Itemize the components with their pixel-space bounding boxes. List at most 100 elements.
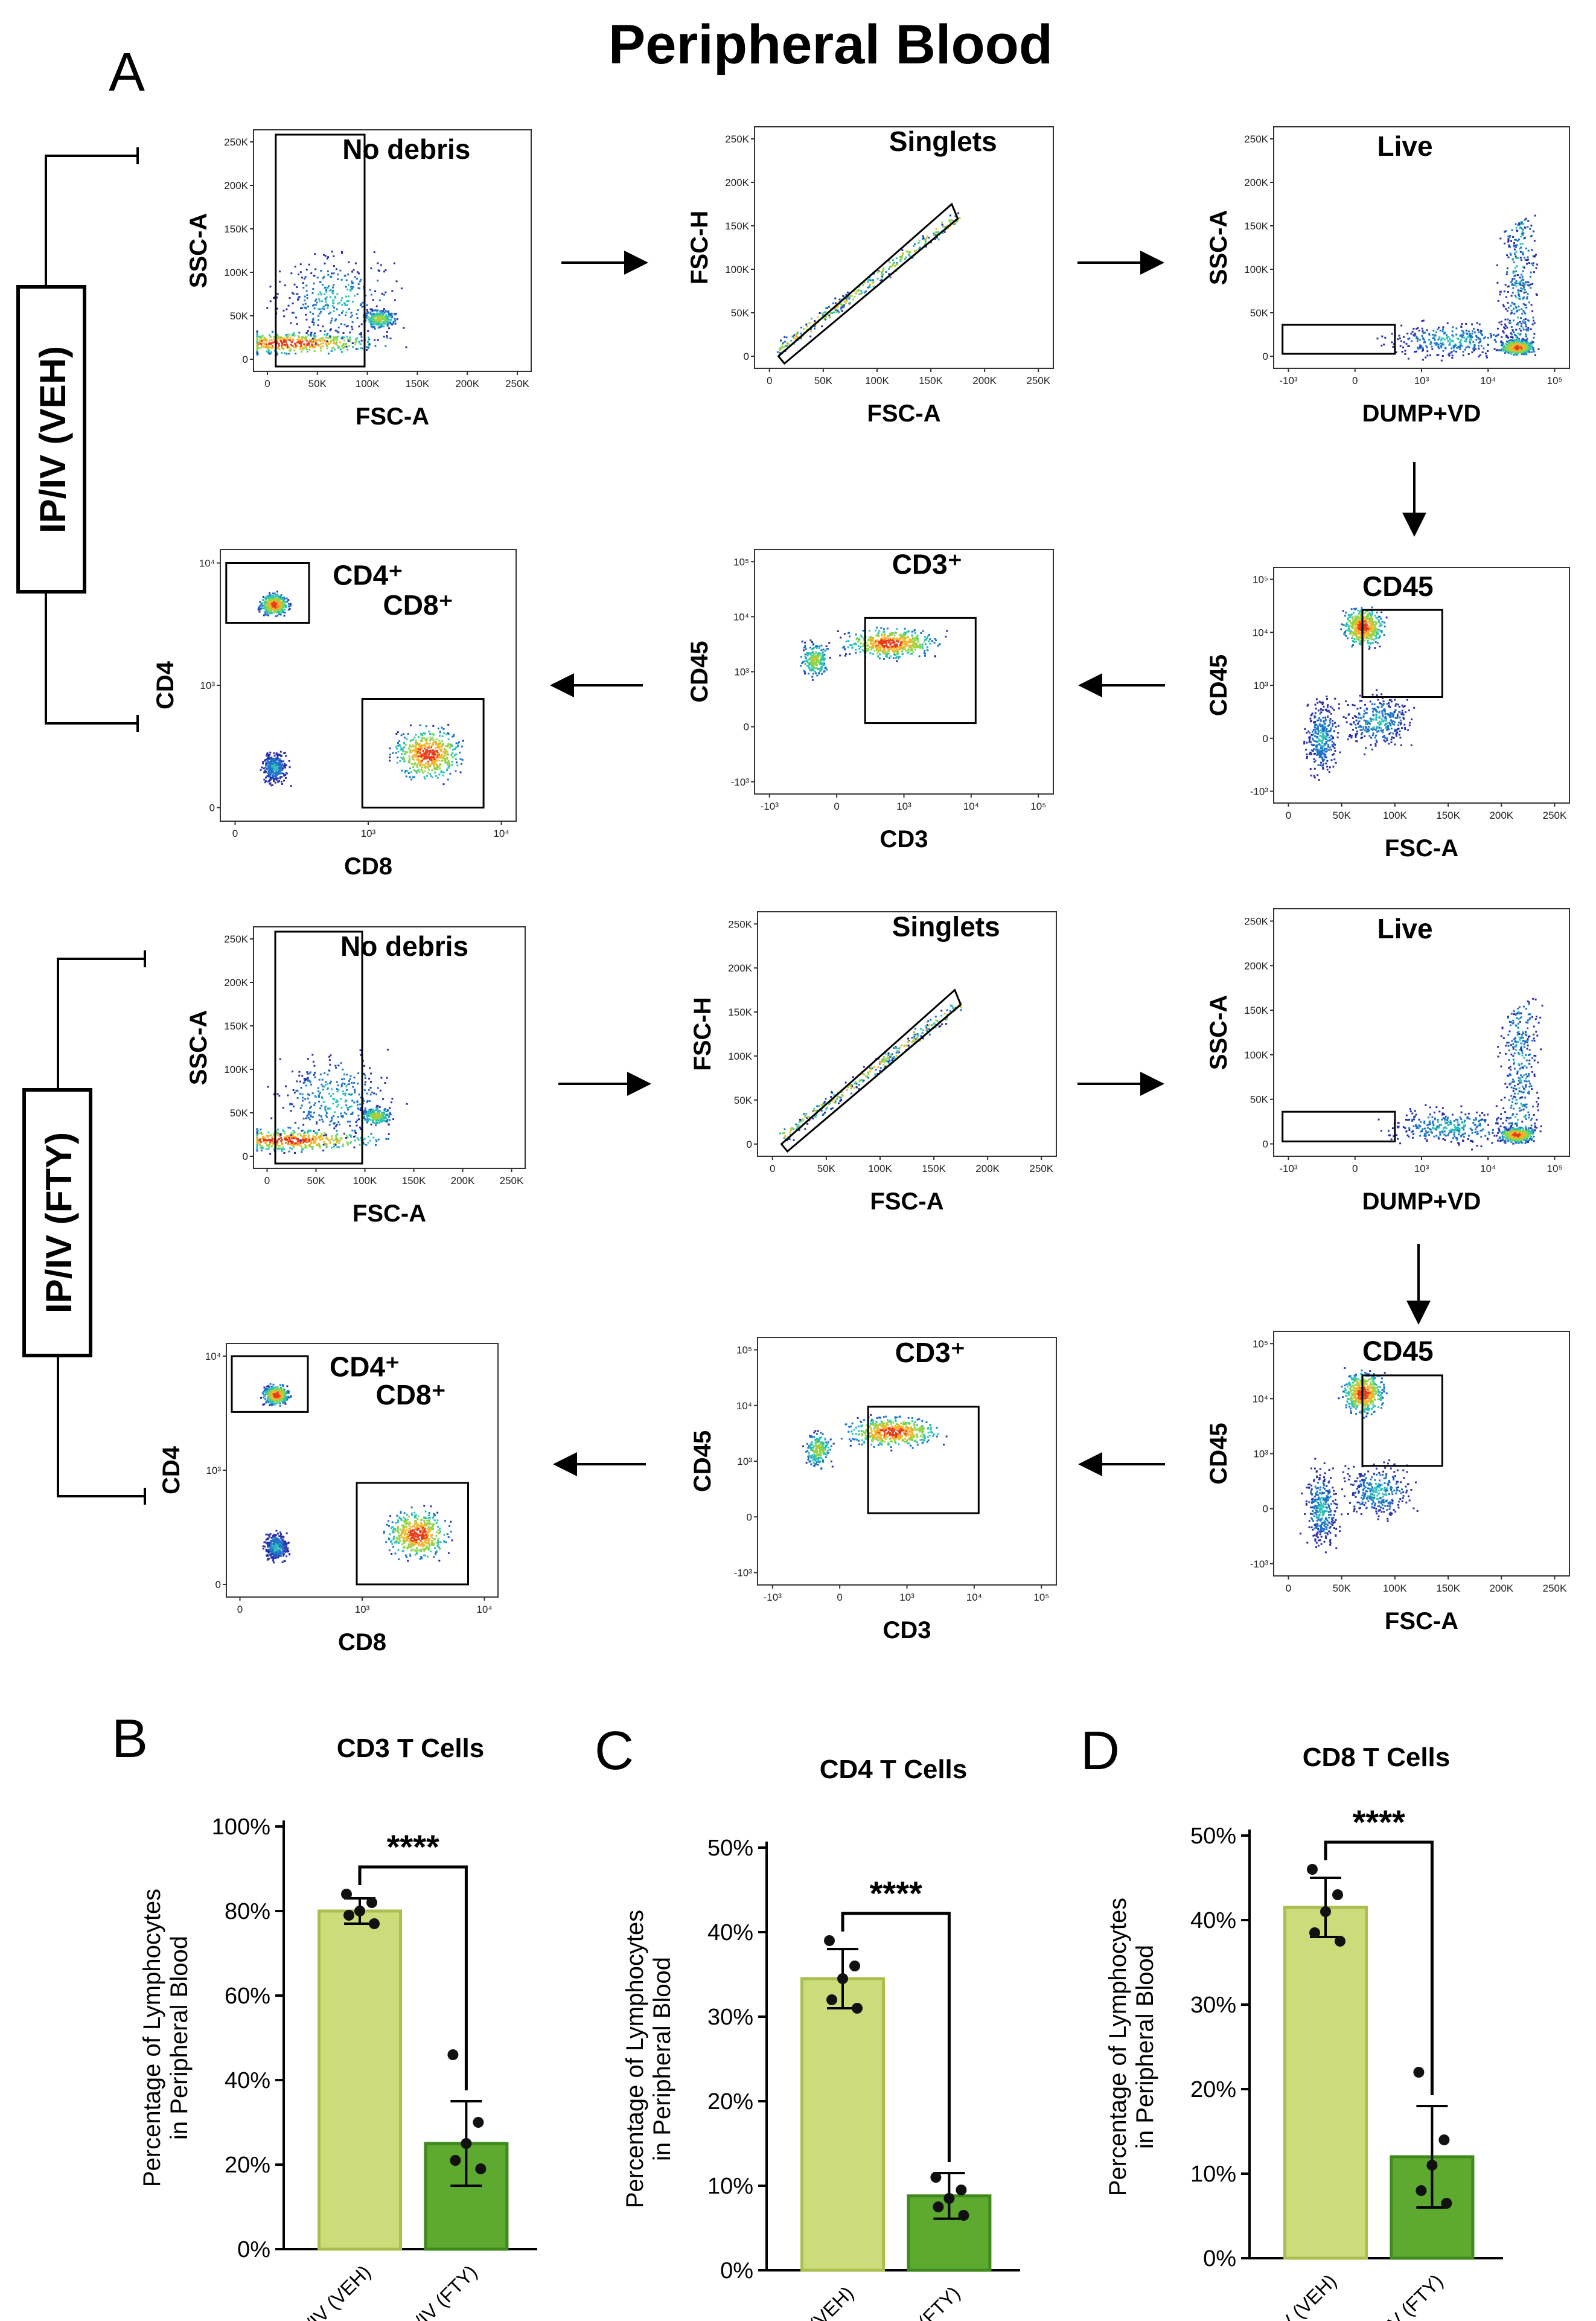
- flow-event-dot: [1381, 705, 1383, 708]
- flow-event-dot: [858, 638, 861, 641]
- flow-plot-frame: [1273, 126, 1570, 369]
- flow-event-dot: [1533, 336, 1535, 339]
- flow-event-dot: [872, 285, 875, 287]
- flow-event-dot: [946, 224, 948, 226]
- flow-event-dot: [879, 643, 882, 645]
- flow-event-dot: [814, 652, 817, 655]
- flow-event-dot: [277, 336, 279, 339]
- flow-event-dot: [378, 313, 380, 315]
- flow-event-dot: [302, 303, 304, 306]
- flow-event-dot: [889, 646, 892, 648]
- flow-event-dot: [1314, 729, 1317, 731]
- flow-event-dot: [817, 668, 819, 670]
- flow-event-dot: [1315, 746, 1318, 749]
- flow-event-dot: [1520, 348, 1522, 350]
- flow-event-dot: [367, 316, 369, 319]
- flow-event-dot: [354, 343, 357, 345]
- flow-event-dot: [824, 667, 826, 670]
- flow-event-dot: [1507, 238, 1510, 240]
- flow-event-dot: [1363, 712, 1365, 715]
- flow-event-dot: [256, 349, 258, 351]
- flow-event-dot: [1390, 732, 1392, 734]
- flow-event-dot: [1521, 351, 1523, 353]
- flow-event-dot: [286, 353, 288, 355]
- flow-event-dot: [889, 277, 892, 278]
- flow-event-dot: [319, 281, 322, 283]
- flow-event-dot: [1375, 717, 1377, 719]
- flow-event-dot: [337, 331, 340, 334]
- flow-event-dot: [365, 316, 367, 319]
- flow-event-dot: [853, 290, 855, 292]
- flow-event-dot: [383, 322, 386, 324]
- flow-event-dot: [279, 339, 282, 342]
- flow-event-dot: [1525, 340, 1527, 342]
- flow-event-dot: [1334, 722, 1336, 724]
- flow-event-dot: [1393, 737, 1395, 739]
- flow-event-dot: [865, 647, 867, 650]
- flow-event-dot: [1319, 755, 1321, 757]
- flow-event-dot: [366, 346, 368, 348]
- flow-xtick-label: 100K: [356, 378, 380, 389]
- flow-event-dot: [1495, 349, 1498, 351]
- flow-event-dot: [300, 343, 302, 345]
- flow-event-dot: [1312, 731, 1314, 733]
- flow-event-dot: [816, 664, 818, 666]
- flow-ytick-label: 200K: [1244, 177, 1268, 188]
- flow-event-dot: [1352, 632, 1354, 634]
- flow-event-dot: [350, 312, 353, 314]
- flow-event-dot: [1506, 327, 1508, 329]
- flow-event-dot: [1440, 342, 1441, 345]
- flow-ytick-label: 50K: [731, 307, 750, 319]
- flow-event-dot: [371, 309, 373, 310]
- flow-event-dot: [795, 335, 797, 337]
- flow-event-dot: [1444, 347, 1447, 350]
- flow-event-dot: [1465, 322, 1467, 325]
- flow-event-dot: [880, 639, 882, 641]
- flow-event-dot: [862, 284, 864, 286]
- flow-event-dot: [302, 336, 305, 339]
- flow-event-dot: [1371, 606, 1373, 609]
- flow-event-dot: [329, 335, 331, 338]
- flow-event-dot: [1407, 729, 1409, 731]
- flow-event-dot: [268, 349, 270, 351]
- flow-event-dot: [823, 318, 826, 320]
- flow-yaxis-label: SSC-A: [1205, 210, 1232, 285]
- flow-event-dot: [1317, 732, 1320, 735]
- flow-event-dot: [1367, 720, 1369, 722]
- flow-event-dot: [1394, 730, 1396, 732]
- flow-event-dot: [1430, 342, 1432, 344]
- flow-event-dot: [883, 648, 885, 650]
- flow-event-dot: [1475, 339, 1478, 341]
- flow-event-dot: [935, 228, 937, 230]
- flow-event-dot: [272, 595, 274, 597]
- flow-xtick-label: 0: [834, 801, 839, 812]
- flow-event-dot: [321, 307, 324, 309]
- flow-event-dot: [1510, 312, 1513, 314]
- flow-event-dot: [1349, 633, 1351, 635]
- flow-event-dot: [380, 316, 382, 318]
- flow-event-dot: [889, 655, 892, 658]
- flow-event-dot: [299, 348, 302, 350]
- flow-event-dot: [276, 347, 279, 350]
- flow-event-dot: [902, 634, 904, 636]
- flow-event-dot: [1375, 631, 1377, 633]
- flow-event-dot: [780, 347, 783, 350]
- figure-title: Peripheral Blood: [608, 14, 1053, 75]
- flow-event-dot: [1395, 735, 1397, 737]
- flow-event-dot: [942, 232, 944, 234]
- flow-event-dot: [305, 339, 308, 342]
- flow-event-dot: [320, 338, 322, 340]
- flow-event-dot: [891, 639, 893, 641]
- flow-event-dot: [1313, 740, 1315, 742]
- flow-event-dot: [1352, 644, 1354, 646]
- flow-event-dot: [1408, 337, 1411, 339]
- flow-event-dot: [814, 320, 816, 322]
- flow-event-dot: [1326, 698, 1328, 700]
- flow-event-dot: [901, 650, 903, 653]
- flow-event-dot: [887, 641, 890, 644]
- flow-event-dot: [347, 273, 350, 275]
- flow-event-dot: [1525, 217, 1527, 220]
- flow-event-dot: [884, 638, 887, 641]
- flow-event-dot: [256, 335, 258, 338]
- flow-event-dot: [812, 669, 815, 671]
